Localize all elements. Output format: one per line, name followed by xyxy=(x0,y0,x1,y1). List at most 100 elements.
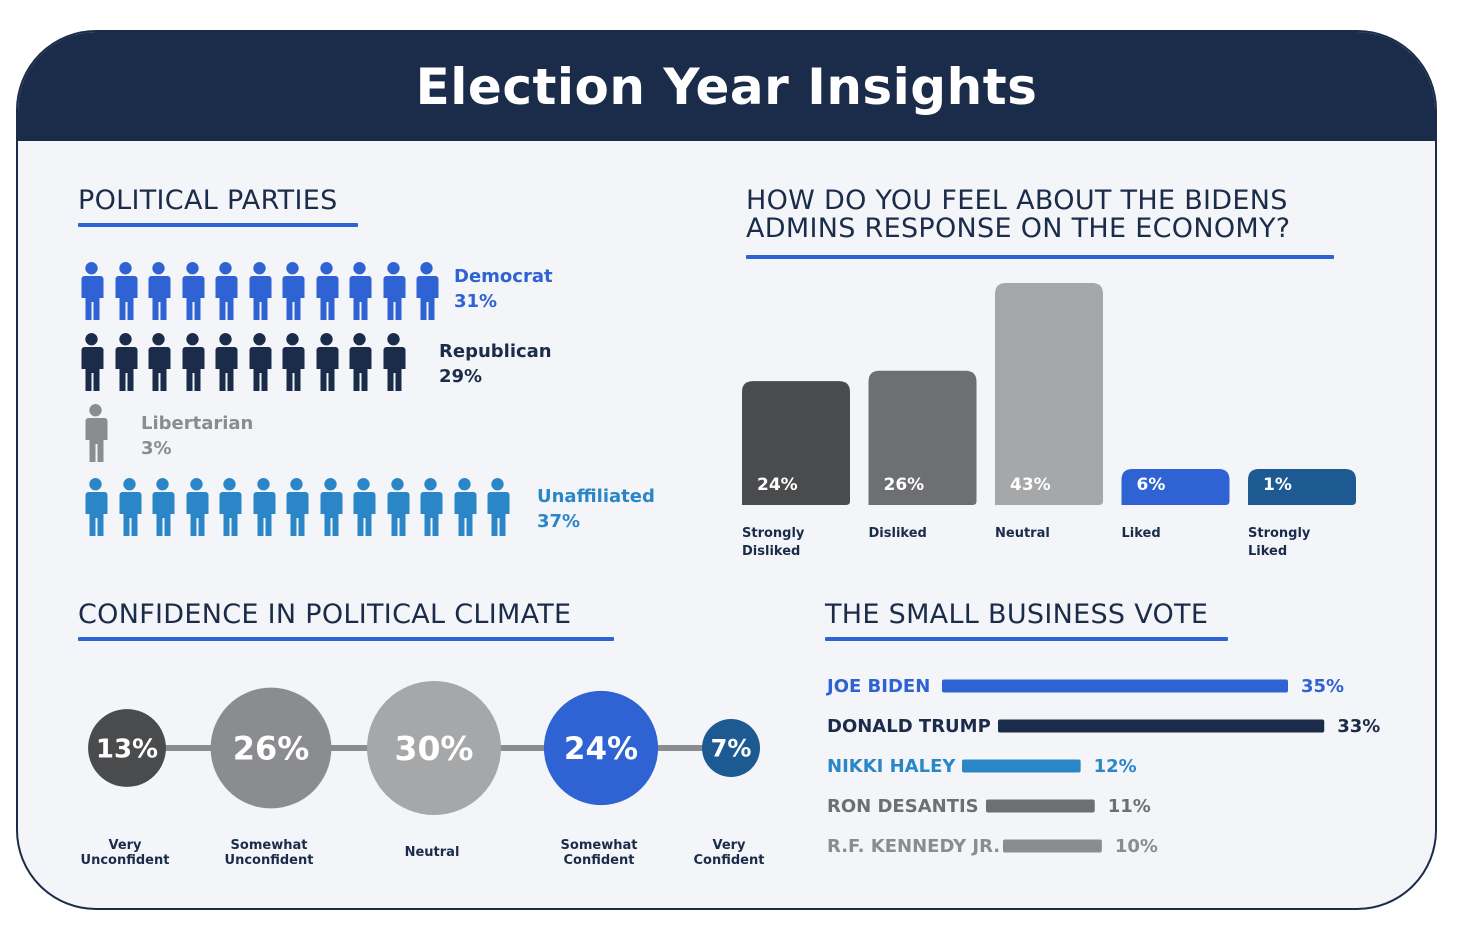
person-icon xyxy=(182,262,204,320)
confidence-category-label: Unconfident xyxy=(81,853,170,868)
person-icon xyxy=(81,333,104,391)
party-label-libertarian: Libertarian 3% xyxy=(141,411,253,461)
person-icon xyxy=(115,333,137,391)
party-percent: 29% xyxy=(439,366,483,387)
person-icon xyxy=(320,478,342,536)
person-icon xyxy=(383,333,405,391)
person-icon xyxy=(249,262,271,320)
confidence-bubble xyxy=(210,687,332,809)
party-row-libertarian xyxy=(84,404,118,462)
confidence-category-label: Unconfident xyxy=(225,853,314,868)
economy-category-label: Strongly xyxy=(742,526,805,541)
confidence-bubble xyxy=(367,681,501,815)
person-icon xyxy=(85,404,108,462)
confidence-category-label: Somewhat xyxy=(561,838,638,853)
business-candidate-name: JOE BIDEN xyxy=(825,676,930,697)
confidence-category-label: Neutral xyxy=(405,845,460,860)
person-icon xyxy=(148,262,171,320)
business-vote-bar xyxy=(986,799,1095,813)
person-icon xyxy=(454,478,476,536)
business-title-rule xyxy=(825,637,1228,641)
confidence-category-label: Somewhat xyxy=(231,838,308,853)
person-icon xyxy=(387,478,409,536)
business-vote-value: 10% xyxy=(1115,836,1158,857)
business-title: THE SMALL BUSINESS VOTE xyxy=(825,599,1209,630)
person-icon xyxy=(253,478,275,536)
person-icon xyxy=(349,262,372,320)
person-icon xyxy=(148,333,171,391)
person-icon xyxy=(487,478,510,536)
economy-bar-value: 6% xyxy=(1137,475,1166,495)
economy-bar xyxy=(1248,469,1356,505)
economy-category-label: Disliked xyxy=(742,544,800,559)
economy-bar-value: 24% xyxy=(757,475,798,495)
confidence-bubble xyxy=(702,719,760,777)
header-banner: Election Year Insights xyxy=(18,32,1435,141)
economy-category-label: Liked xyxy=(1248,544,1287,559)
person-icon xyxy=(152,478,175,536)
economy-category-label: Disliked xyxy=(869,526,927,541)
business-vote-value: 35% xyxy=(1301,676,1344,697)
party-row-unaffiliated xyxy=(84,478,520,536)
economy-title-rule xyxy=(746,255,1334,259)
person-icon xyxy=(416,262,439,320)
business-vote-value: 11% xyxy=(1108,796,1151,817)
person-icon xyxy=(119,478,141,536)
economy-bar-value: 26% xyxy=(884,475,925,495)
person-icon xyxy=(420,478,443,536)
economy-bar xyxy=(995,283,1103,505)
confidence-bubble xyxy=(543,690,659,806)
business-candidate-name: DONALD TRUMP xyxy=(827,716,991,737)
economy-category-label: Liked xyxy=(1122,526,1161,541)
business-candidate-name: NIKKI HALEY xyxy=(827,756,956,777)
person-icon xyxy=(316,262,338,320)
economy-bar xyxy=(1121,469,1230,505)
economy-bar xyxy=(742,381,850,505)
business-vote-bar xyxy=(942,679,1288,693)
party-name: Libertarian xyxy=(141,413,254,434)
confidence-category-label: Confident xyxy=(564,853,635,868)
person-icon xyxy=(316,333,338,391)
confidence-bubble-value: 30% xyxy=(395,729,474,768)
person-icon xyxy=(383,262,405,320)
page-title: Election Year Insights xyxy=(415,57,1038,116)
party-label-democrat: Democrat 31% xyxy=(454,264,553,314)
party-percent: 3% xyxy=(141,438,172,459)
parties-title: POLITICAL PARTIES xyxy=(78,185,338,216)
confidence-title-rule xyxy=(78,637,614,641)
confidence-category-label: Very xyxy=(712,838,746,853)
party-percent: 37% xyxy=(537,511,581,532)
party-name: Unaffiliated xyxy=(537,486,655,507)
party-name: Republican xyxy=(439,341,552,362)
economy-bar xyxy=(868,370,977,505)
business-vote-bar xyxy=(962,759,1081,773)
confidence-bubble xyxy=(88,709,166,787)
confidence-bubble-value: 26% xyxy=(233,730,310,768)
economy-category-label: Strongly xyxy=(1248,526,1311,541)
person-icon xyxy=(186,478,208,536)
party-label-republican: Republican 29% xyxy=(439,339,552,389)
confidence-category-label: Very xyxy=(108,838,142,853)
person-icon xyxy=(353,478,376,536)
economy-bar-chart: 24% Strongly Disliked 26% Disliked 43% Neutral… xyxy=(742,283,1356,559)
economy-bar-value: 1% xyxy=(1263,475,1292,495)
person-icon xyxy=(215,333,238,391)
person-icon xyxy=(215,262,238,320)
confidence-title: CONFIDENCE IN POLITICAL CLIMATE xyxy=(78,599,572,630)
person-icon xyxy=(85,478,108,536)
person-icon xyxy=(282,262,305,320)
confidence-bubble-value: 13% xyxy=(96,734,158,764)
business-vote-value: 33% xyxy=(1337,716,1380,737)
person-icon xyxy=(249,333,271,391)
business-vote-bar xyxy=(998,719,1325,733)
confidence-bubble-value: 24% xyxy=(564,731,638,767)
parties-title-rule xyxy=(78,223,358,227)
person-icon xyxy=(219,478,242,536)
person-icon xyxy=(182,333,204,391)
business-candidate-name: R.F. KENNEDY JR. xyxy=(827,836,1000,857)
economy-title: HOW DO YOU FEEL ABOUT THE BIDENS ADMINS … xyxy=(746,185,1291,244)
person-icon xyxy=(349,333,372,391)
confidence-bubble-chart: 13%VeryUnconfident26%SomewhatUnconfident… xyxy=(81,681,764,868)
economy-bar-value: 43% xyxy=(1010,475,1051,495)
person-icon xyxy=(282,333,305,391)
